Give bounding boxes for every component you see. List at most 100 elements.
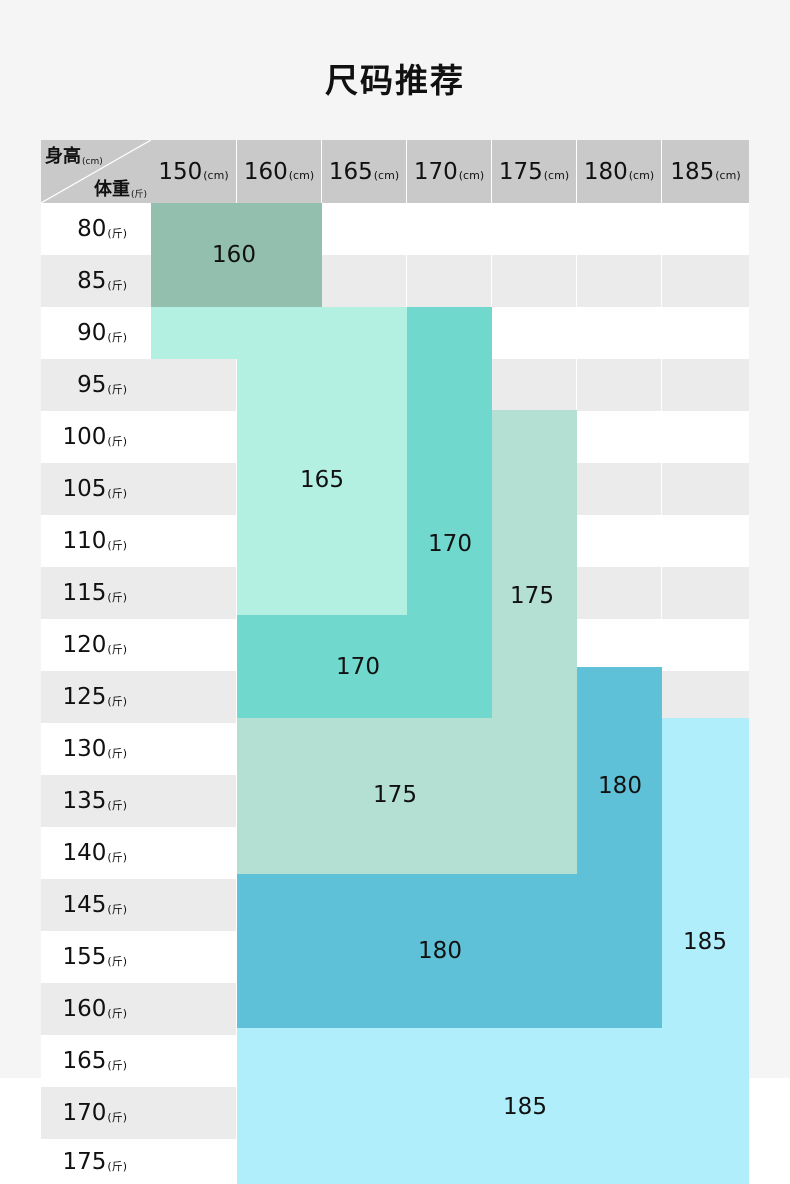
table-cell xyxy=(151,515,237,567)
weight-label-cell: 175 (斤) xyxy=(41,1139,151,1184)
size-label-170: 170 xyxy=(336,654,380,680)
size-region-165 xyxy=(151,307,407,359)
table-cell xyxy=(577,463,662,515)
weight-unit: (斤) xyxy=(107,799,127,812)
weight-unit: (斤) xyxy=(107,227,127,240)
table-cell xyxy=(577,307,662,359)
size-region-160 xyxy=(151,203,322,307)
table-cell xyxy=(492,203,577,255)
table-cell xyxy=(662,411,749,463)
table-cell xyxy=(151,567,237,619)
weight-label-cell: 165 (斤) xyxy=(41,1035,151,1087)
weight-unit: (斤) xyxy=(107,955,127,968)
weight-value: 90 xyxy=(77,320,107,346)
weight-label-cell: 170 (斤) xyxy=(41,1087,151,1139)
height-header-cell: 185 (cm) xyxy=(662,140,749,203)
size-label-175: 175 xyxy=(373,782,417,808)
height-header-cell: 160 (cm) xyxy=(237,140,322,203)
table-cell xyxy=(577,515,662,567)
size-region-185 xyxy=(237,1028,749,1184)
weight-value: 175 xyxy=(62,1148,107,1175)
weight-unit: (斤) xyxy=(107,1059,127,1072)
weight-label-cell: 145 (斤) xyxy=(41,879,151,931)
weight-label-cell: 95 (斤) xyxy=(41,359,151,411)
corner-weight-label: 体重(斤) xyxy=(93,179,147,200)
weight-value: 95 xyxy=(77,372,107,398)
corner-height-label: 身高(cm) xyxy=(45,146,103,167)
weight-unit: (斤) xyxy=(107,1159,127,1173)
size-label-165: 165 xyxy=(300,467,344,493)
table-cell xyxy=(577,567,662,619)
weight-value: 105 xyxy=(62,476,107,502)
weight-unit: (斤) xyxy=(107,279,127,292)
weight-value: 130 xyxy=(62,736,107,762)
weight-label-cell: 140 (斤) xyxy=(41,827,151,879)
weight-value: 155 xyxy=(62,944,107,970)
table-cell xyxy=(151,359,237,411)
table-cell xyxy=(662,671,749,723)
weight-unit: (斤) xyxy=(107,903,127,916)
table-cell xyxy=(577,619,662,671)
corner-header-cell: 身高(cm) 体重(斤) xyxy=(41,140,151,203)
weight-unit: (斤) xyxy=(107,331,127,344)
table-cell xyxy=(407,203,492,255)
table-cell xyxy=(662,359,749,411)
table-cell xyxy=(662,255,749,307)
table-cell xyxy=(322,255,407,307)
table-cell xyxy=(151,827,237,879)
height-header-cell: 170 (cm) xyxy=(407,140,492,203)
weight-label-cell: 90 (斤) xyxy=(41,307,151,359)
weight-unit: (斤) xyxy=(107,487,127,500)
weight-unit: (斤) xyxy=(107,539,127,552)
weight-unit: (斤) xyxy=(107,747,127,760)
size-region-185 xyxy=(662,718,749,1028)
weight-label-cell: 125 (斤) xyxy=(41,671,151,723)
weight-value: 100 xyxy=(62,424,107,450)
size-region-170 xyxy=(407,307,492,718)
table-cell xyxy=(151,1139,237,1184)
table-cell xyxy=(407,255,492,307)
size-label-180: 180 xyxy=(598,773,642,799)
weight-unit: (斤) xyxy=(107,1111,127,1124)
size-label-185: 185 xyxy=(503,1094,547,1120)
weight-value: 120 xyxy=(62,632,107,658)
weight-unit: (斤) xyxy=(107,1007,127,1020)
height-header-cell: 175 (cm) xyxy=(492,140,577,203)
weight-label-cell: 135 (斤) xyxy=(41,775,151,827)
table-cell xyxy=(151,411,237,463)
weight-label-cell: 105 (斤) xyxy=(41,463,151,515)
table-cell xyxy=(492,359,577,411)
table-cell xyxy=(151,1087,237,1139)
size-region-180 xyxy=(577,667,662,1028)
size-label-185: 185 xyxy=(683,929,727,955)
size-region-180 xyxy=(237,874,577,1028)
table-cell xyxy=(151,463,237,515)
weight-value: 160 xyxy=(62,996,107,1022)
weight-label-cell: 155 (斤) xyxy=(41,931,151,983)
size-region-170 xyxy=(237,615,407,718)
weight-value: 165 xyxy=(62,1048,107,1074)
weight-label-cell: 120 (斤) xyxy=(41,619,151,671)
weight-unit: (斤) xyxy=(107,435,127,448)
weight-label-cell: 100 (斤) xyxy=(41,411,151,463)
size-region-175 xyxy=(237,718,492,874)
table-cell xyxy=(492,307,577,359)
table-cell xyxy=(151,931,237,983)
corner-diagonal-line xyxy=(41,140,151,203)
table-cell xyxy=(577,203,662,255)
weight-label-cell: 115 (斤) xyxy=(41,567,151,619)
weight-value: 80 xyxy=(77,216,107,242)
size-region-165 xyxy=(237,359,407,615)
weight-label-cell: 85 (斤) xyxy=(41,255,151,307)
weight-value: 135 xyxy=(62,788,107,814)
size-label-180: 180 xyxy=(418,938,462,964)
weight-value: 115 xyxy=(62,580,107,606)
table-cell xyxy=(662,307,749,359)
weight-label-cell: 160 (斤) xyxy=(41,983,151,1035)
height-header-cell: 150 (cm) xyxy=(151,140,237,203)
table-cell xyxy=(577,411,662,463)
table-cell xyxy=(151,723,237,775)
height-header-cell: 180 (cm) xyxy=(577,140,662,203)
table-cell xyxy=(151,619,237,671)
